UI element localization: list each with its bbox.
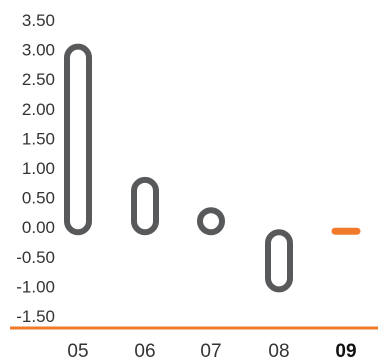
- y-tick-label: 3.50: [22, 11, 55, 30]
- y-tick-label: -1.00: [16, 277, 55, 296]
- y-tick-label: 1.50: [22, 129, 55, 148]
- bar-07: [197, 207, 225, 236]
- x-tick-label: 09: [335, 341, 356, 362]
- y-tick-label: -0.50: [16, 248, 55, 267]
- x-axis-labels: 05 06 07 08 09: [67, 341, 356, 362]
- y-tick-label: 1.00: [22, 159, 55, 178]
- bar-08: [265, 229, 293, 293]
- chart-bars: [64, 43, 361, 293]
- y-tick-label: 2.50: [22, 70, 55, 89]
- x-tick-label: 06: [134, 341, 155, 362]
- y-axis-ticks: 3.50 3.00 2.50 2.00 1.50 1.00 0.50 0.00 -0.50 -1.…: [16, 11, 55, 326]
- x-tick-label: 08: [268, 341, 289, 362]
- y-tick-label: 0.50: [22, 189, 55, 208]
- bar-05: [64, 43, 92, 236]
- y-tick-label: 2.00: [22, 100, 55, 119]
- y-tick-label: -1.50: [16, 307, 55, 326]
- x-tick-label: 05: [67, 341, 88, 362]
- y-tick-label: 0.00: [22, 218, 55, 237]
- x-tick-label: 07: [200, 341, 221, 362]
- bar-06: [131, 176, 159, 236]
- y-tick-label: 3.00: [22, 41, 55, 60]
